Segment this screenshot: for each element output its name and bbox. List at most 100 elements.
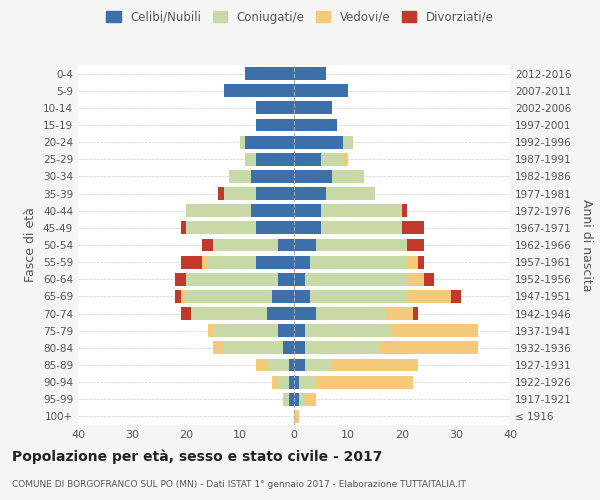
Bar xyxy=(251,170,294,183)
Bar xyxy=(202,238,213,252)
Bar xyxy=(294,273,305,285)
Bar xyxy=(278,238,294,252)
Bar xyxy=(245,153,256,166)
Bar xyxy=(181,290,186,303)
Bar xyxy=(413,307,418,320)
Bar xyxy=(213,324,278,337)
Bar xyxy=(294,102,332,114)
Bar xyxy=(278,273,294,285)
Bar xyxy=(294,153,321,166)
Bar xyxy=(391,324,478,337)
Bar xyxy=(224,84,294,97)
Bar xyxy=(294,342,305,354)
Bar xyxy=(289,376,294,388)
Bar xyxy=(186,273,278,285)
Bar xyxy=(294,307,316,320)
Bar xyxy=(213,342,224,354)
Bar xyxy=(224,187,256,200)
Bar xyxy=(407,273,424,285)
Bar xyxy=(386,307,413,320)
Bar xyxy=(294,256,310,268)
Text: Popolazione per età, sesso e stato civile - 2017: Popolazione per età, sesso e stato civil… xyxy=(12,450,382,464)
Bar xyxy=(299,376,316,388)
Bar xyxy=(316,376,413,388)
Bar xyxy=(294,238,316,252)
Bar xyxy=(202,256,208,268)
Text: COMUNE DI BORGOFRANCO SUL PO (MN) - Dati ISTAT 1° gennaio 2017 - Elaborazione TU: COMUNE DI BORGOFRANCO SUL PO (MN) - Dati… xyxy=(12,480,466,489)
Bar xyxy=(294,376,299,388)
Bar xyxy=(332,170,364,183)
Bar xyxy=(294,136,343,148)
Bar xyxy=(278,376,289,388)
Bar xyxy=(278,324,294,337)
Bar xyxy=(245,136,294,148)
Bar xyxy=(208,256,256,268)
Bar xyxy=(294,170,332,183)
Bar xyxy=(294,222,321,234)
Bar xyxy=(256,102,294,114)
Bar xyxy=(380,342,478,354)
Bar xyxy=(256,118,294,132)
Bar xyxy=(283,342,294,354)
Bar xyxy=(272,290,294,303)
Bar xyxy=(321,204,402,217)
Bar xyxy=(272,376,278,388)
Bar xyxy=(240,136,245,148)
Bar xyxy=(289,358,294,372)
Bar xyxy=(299,393,305,406)
Bar xyxy=(294,84,348,97)
Bar xyxy=(256,256,294,268)
Bar xyxy=(283,393,289,406)
Bar xyxy=(175,273,186,285)
Bar xyxy=(343,136,353,148)
Bar xyxy=(294,358,305,372)
Bar xyxy=(294,204,321,217)
Bar xyxy=(294,187,326,200)
Bar xyxy=(267,358,289,372)
Bar xyxy=(181,256,202,268)
Bar xyxy=(305,358,332,372)
Bar xyxy=(305,342,380,354)
Bar xyxy=(186,204,251,217)
Bar xyxy=(229,170,251,183)
Y-axis label: Fasce di età: Fasce di età xyxy=(25,208,37,282)
Bar xyxy=(208,324,213,337)
Bar xyxy=(181,307,191,320)
Bar xyxy=(256,187,294,200)
Bar xyxy=(294,324,305,337)
Bar xyxy=(305,273,407,285)
Bar xyxy=(294,393,299,406)
Bar xyxy=(332,358,418,372)
Bar xyxy=(407,256,418,268)
Bar xyxy=(343,153,348,166)
Bar xyxy=(305,324,391,337)
Bar xyxy=(321,222,402,234)
Bar xyxy=(267,307,294,320)
Bar xyxy=(402,204,407,217)
Bar xyxy=(294,410,299,423)
Bar xyxy=(181,222,186,234)
Bar xyxy=(294,67,326,80)
Bar xyxy=(213,238,278,252)
Bar xyxy=(256,153,294,166)
Bar xyxy=(326,187,375,200)
Bar xyxy=(310,290,407,303)
Bar xyxy=(186,290,272,303)
Bar xyxy=(251,204,294,217)
Bar xyxy=(294,118,337,132)
Bar xyxy=(256,222,294,234)
Bar xyxy=(424,273,434,285)
Bar xyxy=(321,153,343,166)
Bar xyxy=(245,67,294,80)
Bar xyxy=(310,256,407,268)
Bar xyxy=(418,256,424,268)
Bar xyxy=(218,187,224,200)
Bar xyxy=(407,238,424,252)
Bar xyxy=(289,393,294,406)
Y-axis label: Anni di nascita: Anni di nascita xyxy=(580,198,593,291)
Bar xyxy=(407,290,451,303)
Bar xyxy=(451,290,461,303)
Bar xyxy=(224,342,283,354)
Bar xyxy=(175,290,181,303)
Bar xyxy=(294,290,310,303)
